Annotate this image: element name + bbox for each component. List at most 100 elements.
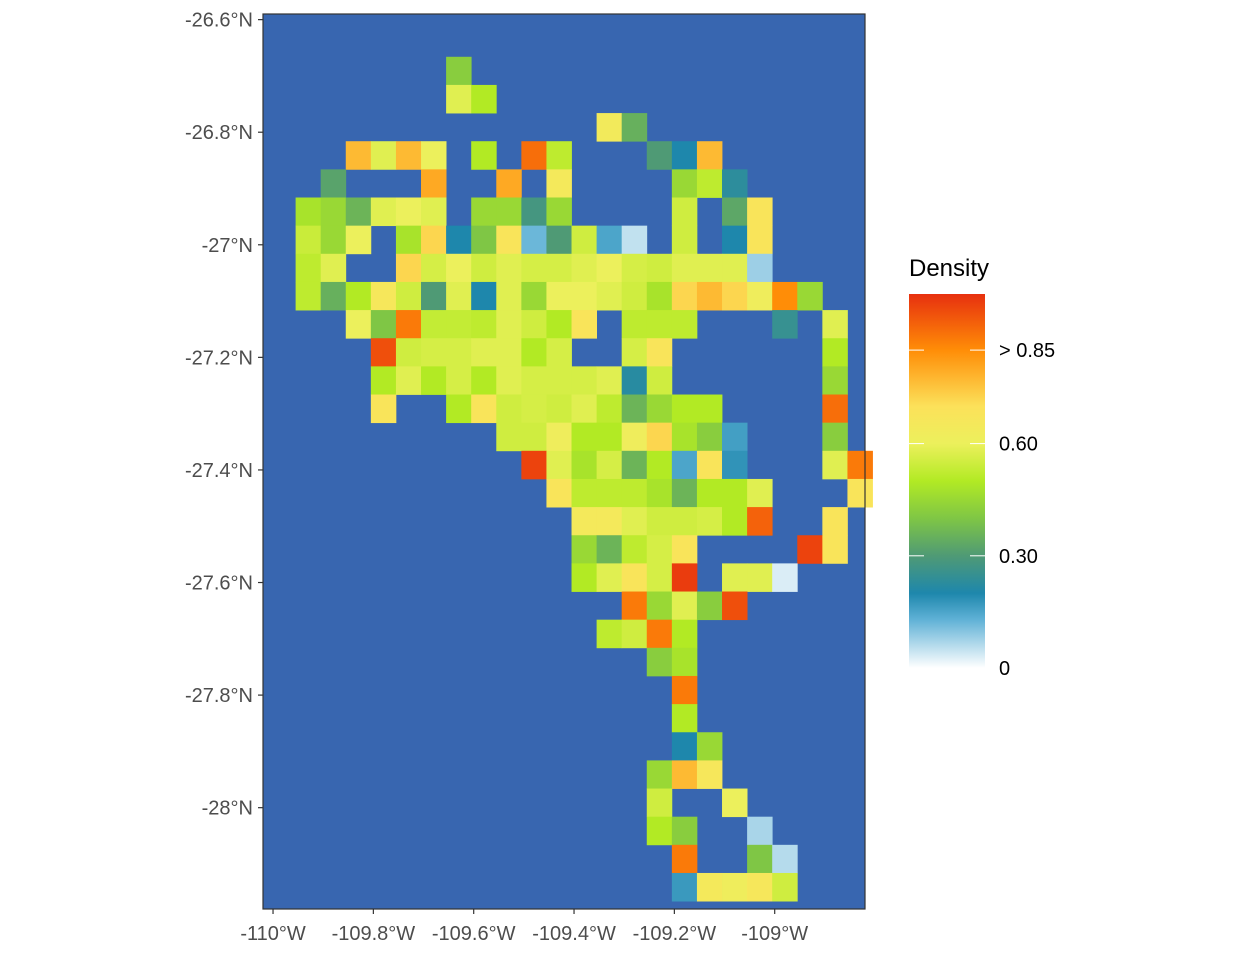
heatmap-cell bbox=[395, 366, 422, 395]
heatmap-cell bbox=[471, 394, 497, 424]
heatmap-cell bbox=[370, 394, 397, 424]
heatmap-cell bbox=[822, 535, 848, 564]
heatmap-cell bbox=[596, 619, 623, 649]
heatmap-cell bbox=[747, 225, 773, 255]
heatmap-cell bbox=[722, 591, 748, 621]
heatmap-cell bbox=[646, 535, 673, 564]
heatmap-cell bbox=[747, 281, 773, 311]
heatmap-cell bbox=[621, 366, 648, 395]
heatmap-cell bbox=[446, 281, 472, 311]
heatmap-cell bbox=[496, 310, 522, 339]
heatmap-cell bbox=[722, 563, 748, 592]
heatmap-cell bbox=[671, 844, 698, 874]
heatmap-cell bbox=[471, 310, 497, 339]
heatmap-cell bbox=[421, 338, 447, 367]
heatmap-cell bbox=[471, 253, 497, 283]
x-tick-label: -109.8°W bbox=[332, 923, 416, 945]
heatmap-cell bbox=[696, 422, 723, 452]
heatmap-cell bbox=[521, 225, 547, 255]
heatmap-cell bbox=[571, 535, 597, 564]
heatmap-cell bbox=[722, 169, 748, 198]
heatmap-cell bbox=[696, 872, 723, 902]
x-axis: -110°W -109.8°W -109.6°W -109.4°W -109.2°W -1… bbox=[240, 909, 808, 945]
heatmap-cell bbox=[546, 394, 572, 424]
heatmap-cell bbox=[772, 872, 798, 902]
heatmap-cell bbox=[320, 169, 347, 198]
heatmap-cell bbox=[596, 535, 623, 564]
heatmap-cell bbox=[446, 338, 472, 367]
heatmap-cell bbox=[421, 141, 447, 170]
heatmap-cell bbox=[621, 591, 648, 621]
heatmap-cell bbox=[395, 281, 422, 311]
heatmap-cell bbox=[496, 197, 522, 227]
heatmap-cell bbox=[646, 507, 673, 536]
legend-label: 0.60 bbox=[999, 434, 1038, 456]
heatmap-cell bbox=[496, 394, 522, 424]
heatmap-cell bbox=[596, 394, 623, 424]
heatmap-cell bbox=[546, 197, 572, 227]
heatmap-cell bbox=[671, 760, 698, 789]
heatmap-cell bbox=[722, 507, 748, 536]
heatmap-cell bbox=[370, 310, 397, 339]
heatmap-cell bbox=[571, 450, 597, 480]
heatmap-cell bbox=[421, 253, 447, 283]
heatmap-cell bbox=[646, 647, 673, 677]
y-tick-label: -27.8°N bbox=[185, 685, 253, 707]
heatmap-cell bbox=[446, 225, 472, 255]
heatmap-cell bbox=[395, 225, 422, 255]
heatmap-cell bbox=[797, 281, 823, 311]
heatmap-cell bbox=[671, 310, 698, 339]
y-tick-label: -28°N bbox=[202, 798, 253, 820]
y-tick-label: -27.4°N bbox=[185, 460, 253, 482]
heatmap-cell bbox=[546, 338, 572, 367]
heatmap-cell bbox=[521, 366, 547, 395]
heatmap-cell bbox=[671, 478, 698, 508]
legend-label: 0 bbox=[999, 658, 1010, 680]
heatmap-cell bbox=[747, 507, 773, 536]
heatmap-cell bbox=[421, 310, 447, 339]
heatmap-cell bbox=[747, 816, 773, 846]
x-tick-label: -109°W bbox=[741, 923, 808, 945]
heatmap-cell bbox=[696, 478, 723, 508]
heatmap-cell bbox=[671, 197, 698, 227]
heatmap-cell bbox=[471, 366, 497, 395]
x-tick-label: -109.6°W bbox=[432, 923, 516, 945]
heatmap-cell bbox=[671, 450, 698, 480]
heatmap-cell bbox=[421, 281, 447, 311]
heatmap-cell bbox=[772, 281, 798, 311]
heatmap-cell bbox=[772, 563, 798, 592]
heatmap-cell bbox=[772, 844, 798, 874]
heatmap-cell bbox=[722, 281, 748, 311]
heatmap-cell bbox=[395, 197, 422, 227]
heatmap-cell bbox=[671, 591, 698, 621]
heatmap-cell bbox=[345, 310, 372, 339]
heatmap-cell bbox=[370, 141, 397, 170]
heatmap-cell bbox=[747, 844, 773, 874]
heatmap-cell bbox=[621, 478, 648, 508]
heatmap-cell bbox=[546, 366, 572, 395]
heatmap-cell bbox=[571, 310, 597, 339]
heatmap-cell bbox=[646, 591, 673, 621]
heatmap-cell bbox=[646, 422, 673, 452]
heatmap-cell bbox=[596, 563, 623, 592]
heatmap-cell bbox=[596, 253, 623, 283]
heatmap-cell bbox=[621, 450, 648, 480]
heatmap-cell bbox=[646, 816, 673, 846]
heatmap-cell bbox=[521, 141, 547, 170]
heatmap-cell bbox=[521, 253, 547, 283]
heatmap-cell bbox=[646, 338, 673, 367]
heatmap-cell bbox=[772, 310, 798, 339]
heatmap-cell bbox=[571, 281, 597, 311]
heatmap-cell bbox=[471, 281, 497, 311]
heatmap-cell bbox=[621, 563, 648, 592]
heatmap-cell bbox=[345, 225, 372, 255]
heatmap-cell bbox=[847, 478, 873, 508]
x-tick-label: -109.2°W bbox=[633, 923, 717, 945]
heatmap-cell bbox=[596, 478, 623, 508]
heatmap-cell bbox=[521, 338, 547, 367]
heatmap-cell bbox=[671, 872, 698, 902]
y-tick-label: -27.6°N bbox=[185, 573, 253, 595]
heatmap-cell bbox=[646, 450, 673, 480]
heatmap-cell bbox=[822, 507, 848, 536]
heatmap-cell bbox=[722, 225, 748, 255]
